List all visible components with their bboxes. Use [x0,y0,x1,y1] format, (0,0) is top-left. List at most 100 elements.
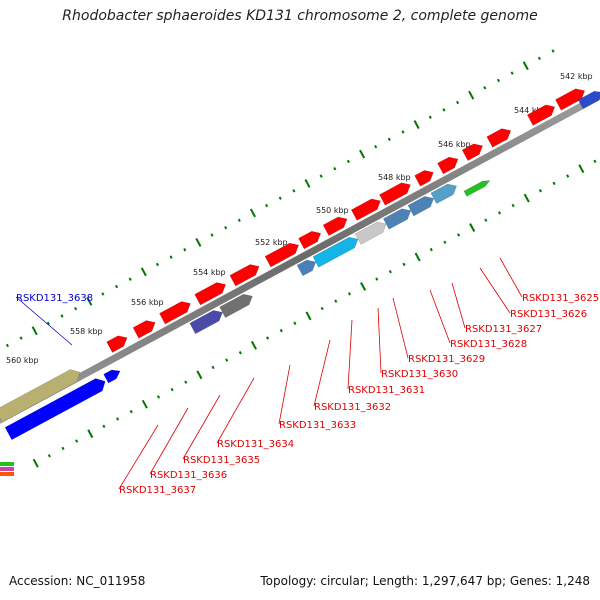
outer-tick [428,115,432,119]
scale-label: 560 kbp [6,356,39,365]
forward-cds-arrow [461,143,483,161]
inner-feature-block [189,310,223,335]
leader-line [149,407,189,475]
inner-tick [484,218,488,222]
outer-tick [249,208,256,218]
forward-cds-arrow [159,301,191,325]
outer-tick [155,262,160,267]
scale-label: 556 kbp [131,298,164,307]
inner-tick [32,458,39,468]
inner-tick [156,395,161,399]
gene-label: RSKD131_3634 [217,439,294,450]
inner-tick [347,292,351,296]
inner-feature-block [219,293,253,318]
forward-cds-arrow [264,242,300,268]
outer-tick [60,314,64,318]
gene-features [0,88,600,476]
forward-cds-arrow [298,230,322,250]
outer-tick [510,71,514,75]
reverse-cds-arrow [4,378,106,441]
scale-label: 548 kbp [378,173,411,182]
inner-tick [279,328,283,333]
outer-tick [210,233,214,237]
scale-label: 554 kbp [193,268,226,277]
leader-line [118,424,159,490]
outer-tick [265,203,269,208]
outer-tick [551,49,555,53]
inner-tick [238,351,242,355]
inner-tick-ring [32,159,597,468]
inner-tick [566,174,570,178]
scale-labels: 542 kbp 544 kbp 546 kbp 548 kbp 550 kbp 552 k… [6,72,593,365]
leader-line [429,289,451,344]
forward-cds-arrow [229,264,260,287]
outer-tick [319,174,323,178]
inner-tick [170,387,174,392]
outer-tick [537,56,541,61]
leader-line [182,394,221,460]
inner-tick [211,365,215,370]
inner-tick [225,358,229,362]
inner-tick [334,299,338,303]
inner-feature-block [430,183,457,204]
outer-tick [442,108,446,112]
gene-label: RSKD131_3638 [16,293,93,304]
gene-labels: RSKD131_3625 RSKD131_3626 RSKD131_3627 RSKD… [16,293,599,496]
outer-tick [140,267,147,277]
inner-tick [402,262,406,267]
outer-tick [278,196,282,200]
inner-feature-block [296,259,317,277]
outer-tick [86,296,93,306]
inner-tick [250,340,257,350]
inner-tick [414,252,421,262]
inner-feature-block [382,208,412,230]
outer-tick [468,90,475,100]
forward-cds-arrow [132,320,156,339]
inner-tick [61,446,65,451]
inner-tick [497,211,502,215]
outer-tick [522,61,529,71]
leader-line [347,319,353,390]
leader-line [216,377,255,444]
inner-tick [360,282,367,291]
inner-tick [184,380,188,384]
genome-info-text: Topology: circular; Length: 1,297,647 bp… [260,574,590,588]
outer-tick [483,86,487,90]
leader-line [451,282,466,329]
outer-tick [374,144,378,149]
gene-label: RSKD131_3625 [522,293,599,304]
outer-tick [5,343,9,348]
inner-tick [75,439,79,443]
backbone-line [0,92,600,424]
outer-tick [74,306,78,311]
gene-label: RSKD131_3636 [150,470,227,481]
outer-tick [237,218,241,223]
outer-tick [359,149,366,159]
gene-label: RSKD131_3632 [314,402,391,413]
forward-cds-arrow [379,182,411,206]
map-title: Rhodobacter sphaeroides KD131 chromosome… [62,8,538,24]
inner-tick [511,203,515,208]
outer-tick [183,248,187,252]
track-stub [0,467,14,471]
inner-tick [578,164,585,174]
forward-cds-arrow [350,198,381,221]
scale-label: 550 kbp [316,206,349,215]
reverse-cds-arrow-small [103,369,121,384]
inner-tick [116,417,120,421]
forward-cds-arrow [555,88,586,111]
outer-tick [31,326,38,336]
gene-label: RSKD131_3637 [119,485,196,496]
inner-tick [375,277,379,281]
leader-line [499,257,523,298]
outer-tick [19,336,23,340]
outer-tick [115,284,119,289]
forward-cds-arrow [414,170,434,187]
outer-tick [101,292,105,296]
forward-cds-arrow [486,128,512,148]
inner-tick [266,336,270,340]
outer-tick [304,179,311,188]
inner-tick [388,270,392,274]
inner-tick [141,399,148,409]
inner-tick [102,424,106,429]
